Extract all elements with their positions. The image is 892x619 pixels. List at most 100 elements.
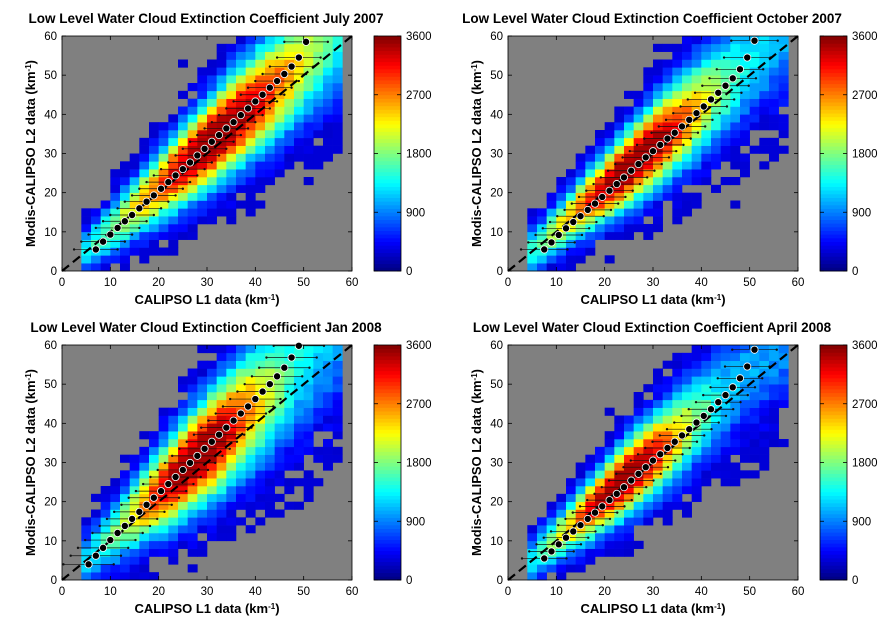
heatmap-cell [226, 122, 237, 131]
heatmap-cell [672, 478, 683, 487]
mean-point [605, 496, 614, 505]
heatmap-cell [566, 177, 576, 186]
heatmap-cell [216, 83, 227, 92]
mean-point [207, 437, 216, 446]
heatmap-cell [168, 509, 179, 518]
heatmap-cell [759, 439, 770, 448]
heatmap-cell [265, 501, 275, 510]
heatmap-cell [149, 525, 159, 534]
heatmap-cell [284, 415, 295, 424]
heatmap-cell [662, 192, 673, 201]
heatmap-cell [527, 548, 538, 557]
heatmap-cell [323, 415, 333, 424]
heatmap-cell [207, 216, 217, 225]
heatmap-cell [701, 67, 712, 76]
heatmap-cell [158, 208, 169, 217]
heatmap-cell [110, 169, 121, 178]
heatmap-cell [527, 572, 538, 581]
error-bar-cap [528, 550, 531, 553]
heatmap-cell [711, 431, 721, 440]
colorbar-tick-label: 0 [406, 266, 412, 278]
heatmap-cell [643, 415, 654, 424]
heatmap-cell [323, 352, 333, 361]
heatmap-cell [158, 462, 169, 471]
heatmap-cell [759, 75, 770, 84]
error-bar-cap [196, 174, 199, 177]
x-tick-label: 10 [550, 586, 563, 598]
heatmap-cell [604, 486, 615, 495]
colorbar-segment [820, 433, 847, 438]
heatmap-cell [255, 137, 266, 146]
heatmap-cell [711, 376, 721, 385]
heatmap-cell [769, 392, 779, 401]
heatmap-cell [778, 98, 789, 107]
heatmap-cell [265, 51, 275, 60]
heatmap-cell [265, 509, 275, 518]
heatmap-cell [245, 462, 256, 471]
mean-point [215, 430, 224, 439]
heatmap-cell [595, 224, 605, 233]
y-tick-label: 30 [44, 149, 57, 161]
heatmap-cell [284, 360, 295, 369]
heatmap-cell [595, 509, 605, 518]
heatmap-cell [691, 345, 702, 354]
heatmap-cell [566, 556, 576, 565]
heatmap-cell [245, 360, 256, 369]
heatmap-cell [91, 263, 101, 272]
colorbar-segment [820, 389, 847, 394]
colorbar-segment [374, 411, 401, 416]
heatmap-cell [294, 130, 304, 139]
y-axis-label: Modis-CALIPSO L2 data (km-1) [23, 60, 38, 247]
heatmap-cell [604, 470, 615, 479]
heatmap-cell [720, 454, 731, 463]
colorbar-segment [820, 105, 847, 110]
heatmap-cell [740, 122, 750, 131]
heatmap-cell [730, 352, 741, 361]
colorbar-segment [374, 477, 401, 482]
mean-point [554, 540, 563, 549]
heatmap-cell [604, 517, 615, 526]
heatmap-cell [624, 122, 634, 131]
colorbar-tick-label: 1800 [406, 458, 432, 470]
colorbar-segment [820, 94, 847, 99]
mean-point [113, 528, 122, 537]
heatmap-cell [682, 446, 692, 455]
heatmap-cell [158, 200, 169, 209]
error-bar-cap [178, 447, 181, 450]
heatmap-cell [643, 470, 654, 479]
heatmap-cell [730, 345, 741, 354]
x-tick-label: 0 [505, 277, 511, 289]
heatmap-cell [556, 517, 567, 526]
heatmap-cell [110, 231, 121, 240]
heatmap-cell [100, 533, 111, 542]
heatmap-cell [701, 145, 712, 154]
heatmap-cell [672, 407, 683, 416]
heatmap-cell [158, 446, 169, 455]
heatmap-cell [595, 478, 605, 487]
heatmap-cell [168, 192, 179, 201]
error-bar-cap [694, 400, 698, 404]
heatmap-cell [178, 501, 188, 510]
error-bar-cap [130, 233, 134, 236]
heatmap-cell [332, 130, 343, 139]
colorbar-segment [374, 550, 401, 555]
colorbar-tick-label: 3600 [852, 31, 878, 43]
colorbar-segment [820, 400, 847, 405]
mean-point [157, 184, 166, 193]
heatmap-cell [556, 247, 567, 256]
heatmap-cell [759, 98, 770, 107]
error-bar-cap [775, 348, 778, 351]
heatmap-cell [701, 59, 712, 68]
heatmap-cell [332, 415, 343, 424]
colorbar-segment [820, 451, 847, 456]
heatmap-cell [187, 501, 198, 510]
heatmap-cell [701, 130, 712, 139]
heatmap-cell [168, 231, 179, 240]
heatmap-cell [662, 360, 673, 369]
error-bar-cap [573, 241, 576, 244]
heatmap-cell [730, 145, 741, 154]
error-bar-cap [275, 100, 279, 103]
heatmap-cell [682, 83, 692, 92]
heatmap-cell [556, 556, 567, 565]
mean-point [91, 551, 100, 560]
